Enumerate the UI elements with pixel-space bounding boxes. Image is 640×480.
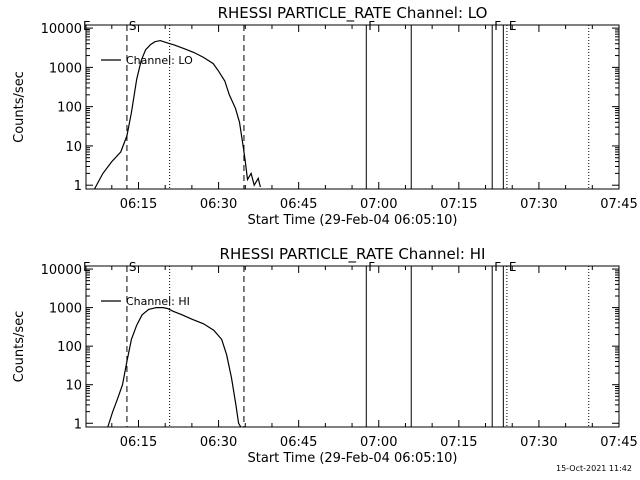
panel-1-x-tick-label: 07:30 <box>520 197 557 212</box>
panel-1-x-tick-label: 06:15 <box>120 197 157 212</box>
panel-2-y-axis-title: Counts/sec <box>12 311 27 383</box>
panel-2-y-tick-label: 10000 <box>41 263 82 278</box>
panel-1-plot-frame <box>85 24 620 190</box>
panel-1-x-tick-label: 07:15 <box>440 197 477 212</box>
panel-1-x-tick-label: 07:45 <box>600 197 637 212</box>
panel-2-y-tick-label: 10 <box>65 379 82 394</box>
panel-1-y-tick-label: 1000 <box>49 61 82 76</box>
panel-2-y-tick-label: 1 <box>74 417 82 432</box>
panel-1-x-tick-label: 06:30 <box>200 197 237 212</box>
panel-1-event-marker-label: E <box>509 19 517 33</box>
panel-2-title: RHESSI PARTICLE_RATE Channel: HI <box>220 245 486 264</box>
footer-timestamp: 15-Oct-2021 11:42 <box>556 464 632 473</box>
panel-1-event-marker-label: F <box>494 19 501 33</box>
panel-1-y-tick-label: 10 <box>65 140 82 155</box>
panel-1-y-tick-label: 10000 <box>41 22 82 37</box>
panel-1-chart: RHESSI PARTICLE_RATE Channel: LO 1 10 100 10… <box>12 4 638 228</box>
panel-2-x-tick-label: 07:45 <box>600 435 637 450</box>
panel-2-event-marker-label: F <box>368 260 375 274</box>
panel-1-x-axis-title: Start Time (29-Feb-04 06:05:10) <box>248 213 458 228</box>
panel-2-series-line <box>107 307 242 428</box>
panel-2-x-tick-label: 06:30 <box>200 435 237 450</box>
panel-2-event-marker-label: E <box>509 260 517 274</box>
panel-2-x-tick-label: 06:15 <box>120 435 157 450</box>
panel-2-event-marker-label: F <box>494 260 501 274</box>
panel-1-edge-marker-label: E <box>83 19 91 33</box>
panel-1-title: RHESSI PARTICLE_RATE Channel: LO <box>218 4 488 23</box>
panel-2-x-tick-label: 07:30 <box>520 435 557 450</box>
panel-2-x-tick-label: 07:15 <box>440 435 477 450</box>
panel-2-edge-marker-label: E <box>83 260 91 274</box>
panel-2-y-tick-label: 1000 <box>49 302 82 317</box>
panel-1-x-tick-label: 06:45 <box>280 197 317 212</box>
panel-2-x-tick-label: 06:45 <box>280 435 317 450</box>
panel-2-y-tick-label: 100 <box>57 340 82 355</box>
panel-1-legend-label: Channel: LO <box>126 54 193 67</box>
panel-1-y-tick-label: 1 <box>74 179 82 194</box>
panel-1-series-line <box>93 39 261 190</box>
panel-1-event-marker-label: S <box>129 19 137 33</box>
panel-2-legend-label: Channel: HI <box>126 295 190 308</box>
panel-1-event-marker-label: F <box>368 19 375 33</box>
panel-2-x-axis-title: Start Time (29-Feb-04 06:05:10) <box>248 451 458 466</box>
panel-1-y-tick-label: 100 <box>57 101 82 116</box>
panel-2-plot-frame <box>85 265 620 428</box>
panel-1-x-tick-label: 07:00 <box>360 197 397 212</box>
panel-2-event-marker-label: S <box>129 260 137 274</box>
panel-2-x-tick-label: 07:00 <box>360 435 397 450</box>
panel-1-y-axis-title: Counts/sec <box>12 71 27 143</box>
panel-2-chart: RHESSI PARTICLE_RATE Channel: HI 1 10 100 10… <box>12 245 638 466</box>
